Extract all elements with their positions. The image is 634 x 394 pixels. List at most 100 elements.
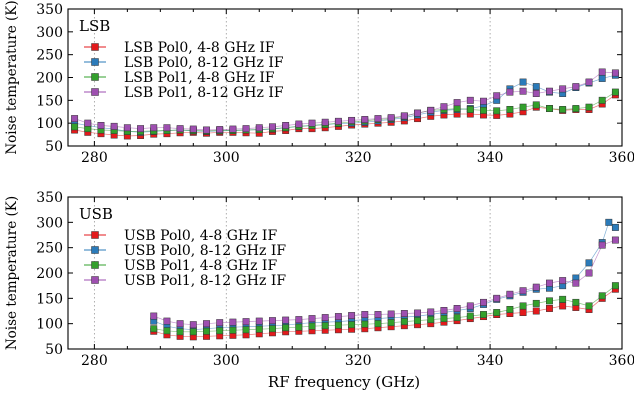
y-tick-label: 150: [36, 291, 63, 307]
x-tick-label: 320: [345, 150, 372, 166]
data-point: [506, 290, 514, 298]
legend-marker: [91, 276, 99, 284]
plot-frame: [67, 196, 623, 350]
data-point: [176, 125, 184, 133]
legend-entry: USB Pol0, 4-8 GHz IF: [124, 228, 277, 244]
y-tick-label: 50: [45, 139, 63, 155]
legend-entry: LSB Pol0, 4-8 GHz IF: [124, 40, 275, 56]
y-tick-label: 200: [36, 71, 63, 87]
data-point: [163, 124, 171, 132]
data-point: [611, 69, 619, 77]
data-point: [532, 299, 540, 307]
data-point: [598, 96, 606, 104]
data-point: [585, 269, 593, 277]
data-point: [506, 106, 514, 113]
legend-entry: USB Pol1, 8-12 GHz IF: [124, 273, 286, 289]
data-point: [242, 326, 250, 334]
data-markers: [150, 218, 619, 341]
data-point: [466, 312, 474, 320]
data-point: [150, 124, 158, 132]
data-point: [414, 309, 421, 317]
data-point: [269, 325, 276, 333]
data-point: [203, 327, 210, 335]
data-point: [611, 282, 619, 290]
data-point: [229, 326, 237, 334]
data-point: [387, 310, 395, 318]
y-tick-label: 300: [36, 215, 63, 231]
x-tick-label: 280: [81, 353, 108, 369]
data-point: [506, 306, 514, 313]
x-tick-label: 340: [477, 150, 504, 166]
data-point: [295, 120, 303, 128]
data-point: [334, 321, 342, 329]
data-point: [71, 115, 79, 123]
data-point: [572, 279, 580, 287]
data-point: [282, 122, 290, 129]
legend-marker: [91, 58, 99, 66]
data-point: [123, 124, 131, 132]
data-point: [519, 302, 527, 310]
data-point: [605, 218, 613, 226]
data-point: [440, 307, 448, 314]
data-point: [453, 105, 461, 113]
data-point: [546, 297, 553, 305]
data-point: [400, 318, 408, 326]
data-point: [242, 125, 250, 133]
data-point: [493, 92, 501, 100]
data-point: [414, 317, 421, 325]
data-point: [150, 325, 158, 333]
data-point: [400, 310, 408, 317]
data-point: [546, 105, 553, 113]
data-point: [546, 87, 553, 95]
data-point: [572, 298, 580, 306]
data-point: [282, 324, 290, 332]
data-point: [269, 123, 276, 131]
panel-label: USB: [79, 205, 113, 223]
data-point: [519, 103, 527, 111]
data-point: [611, 223, 619, 231]
data-point: [519, 287, 527, 295]
data-point: [598, 74, 606, 82]
data-point: [71, 123, 79, 131]
data-point: [611, 88, 619, 96]
y-axis-label: Noise temperature (K): [4, 0, 20, 154]
data-point: [559, 85, 567, 93]
data-point: [348, 321, 356, 329]
usb-panel: 280 300 320 340 360 50 100 150 200 250 300 350 Noise…: [4, 190, 634, 369]
legend-marker: [91, 261, 99, 269]
data-point: [242, 318, 250, 326]
data-point: [506, 88, 514, 96]
x-tick-label: 320: [345, 353, 372, 369]
data-markers: [71, 68, 619, 140]
y-axis-label: Noise temperature (K): [4, 196, 20, 350]
series-4: [71, 68, 619, 134]
plot-frame: [67, 8, 623, 147]
data-point: [453, 305, 461, 312]
legend-marker: [91, 231, 99, 239]
data-point: [216, 126, 224, 134]
x-tick-label: 360: [609, 353, 634, 369]
data-point: [493, 294, 501, 302]
data-point: [110, 122, 118, 130]
y-tick-label: 50: [45, 342, 63, 358]
data-point: [321, 314, 329, 322]
data-point: [176, 320, 184, 328]
series-3: [150, 282, 619, 336]
data-point: [493, 309, 501, 316]
data-point: [229, 125, 237, 133]
data-point: [427, 308, 435, 316]
data-point: [255, 317, 263, 325]
y-tick-label: 100: [36, 116, 63, 132]
data-point: [532, 283, 540, 291]
data-point: [150, 312, 158, 320]
data-point: [255, 124, 263, 132]
data-point: [334, 117, 342, 125]
data-point: [546, 305, 553, 312]
series-4: [150, 236, 619, 329]
legend-marker: [91, 88, 99, 96]
data-point: [466, 106, 474, 113]
data-point: [189, 321, 197, 329]
data-point: [493, 107, 501, 115]
data-point: [295, 316, 303, 324]
x-tick-label: 340: [477, 353, 504, 369]
